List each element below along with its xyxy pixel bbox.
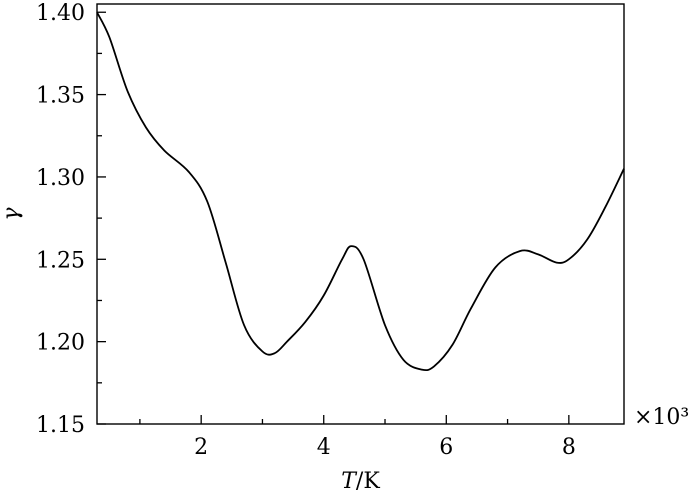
y-tick-label: 1.30 (36, 166, 85, 191)
y-axis-label: γ (0, 207, 24, 221)
x-tick-label: 8 (562, 435, 576, 460)
y-tick-label: 1.40 (36, 1, 85, 26)
x-tick-label: 6 (439, 435, 453, 460)
y-tick-label: 1.35 (36, 84, 85, 109)
x-axis-label: T/K (341, 469, 380, 494)
y-tick-label: 1.15 (36, 413, 85, 438)
y-tick-label: 1.20 (36, 331, 85, 356)
x-tick-label: 4 (317, 435, 331, 460)
series-line (96, 11, 625, 372)
plot-area: 1.15 1.20 1.25 1.30 1.35 1.40 2 4 6 8 T/K γ ×10³ (0, 1, 689, 494)
plot-frame (96, 3, 625, 425)
x-tick-label: 2 (194, 435, 208, 460)
y-tick-label: 1.25 (36, 248, 85, 273)
x-multiplier-label: ×10³ (634, 405, 689, 430)
